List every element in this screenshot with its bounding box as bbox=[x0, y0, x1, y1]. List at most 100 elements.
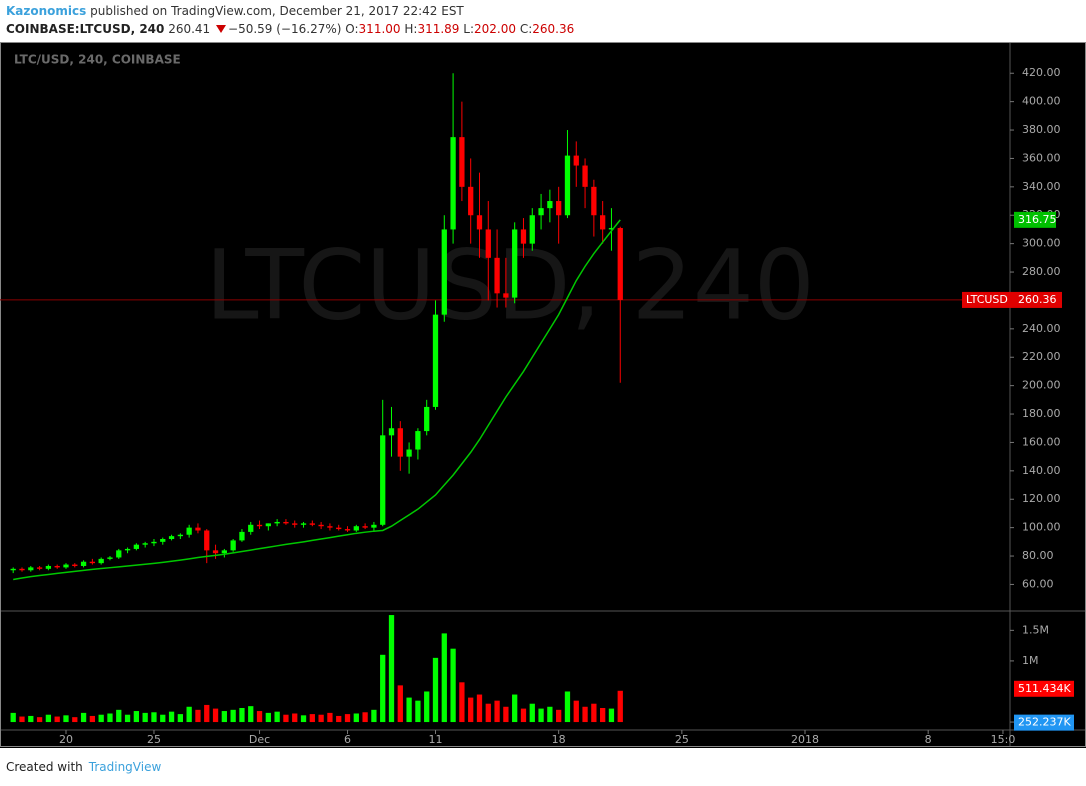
volume-bar bbox=[107, 713, 113, 723]
tradingview-link[interactable]: TradingView bbox=[88, 760, 162, 774]
candle-body bbox=[591, 186, 597, 216]
candle-body bbox=[36, 567, 43, 569]
x-tick-label: 20 bbox=[59, 733, 73, 746]
volume-bar bbox=[450, 648, 456, 723]
volume-bar bbox=[124, 714, 131, 723]
y-tick-label: 380.00 bbox=[1022, 123, 1061, 136]
y-tick-label: 200.00 bbox=[1022, 379, 1061, 392]
chart-title: LTC/USD, 240, COINBASE bbox=[14, 53, 181, 67]
symbol-label: LTCUSD bbox=[966, 293, 1008, 306]
volume-bar bbox=[98, 714, 104, 723]
volume-bar bbox=[388, 615, 395, 723]
last-price: 260.41 bbox=[168, 22, 211, 36]
ohlc-c: 260.36 bbox=[532, 22, 575, 36]
volume-bar bbox=[432, 657, 439, 723]
volume-bar bbox=[204, 704, 210, 723]
candle-body bbox=[371, 524, 377, 528]
volume-bar bbox=[274, 711, 280, 723]
candle-body bbox=[353, 526, 359, 531]
x-tick-label: 25 bbox=[147, 733, 161, 746]
volume-bar bbox=[309, 714, 315, 723]
candle-body bbox=[344, 529, 351, 531]
volume-bar bbox=[344, 714, 351, 723]
candle-body bbox=[212, 550, 219, 554]
candle-body bbox=[336, 527, 342, 530]
header-line-1: Kazonomics published on TradingView.com,… bbox=[6, 2, 574, 20]
x-tick-label: 18 bbox=[552, 733, 566, 746]
volume-bar bbox=[494, 700, 500, 723]
candle-body bbox=[151, 541, 157, 544]
candle-body bbox=[292, 523, 298, 525]
ohlc-o-label: O: bbox=[345, 22, 359, 36]
candle-body bbox=[300, 523, 307, 525]
ohlc-h: 311.89 bbox=[417, 22, 460, 36]
ohlc-h-label: H: bbox=[404, 22, 418, 36]
volume-bar bbox=[142, 712, 148, 723]
candle-body bbox=[512, 229, 518, 298]
candle-body bbox=[63, 564, 69, 568]
candle-body bbox=[459, 137, 465, 187]
y-tick-label: 280.00 bbox=[1022, 265, 1061, 278]
volume-bar bbox=[441, 633, 447, 723]
volume-value-label-box bbox=[1014, 680, 1074, 697]
x-tick-label: 6 bbox=[344, 733, 351, 746]
volume-bar bbox=[10, 712, 16, 723]
volume-bar bbox=[195, 709, 201, 723]
y-tick-label: 140.00 bbox=[1022, 464, 1061, 477]
volume-bar bbox=[292, 713, 298, 723]
candle-body bbox=[98, 558, 104, 564]
candle-body bbox=[89, 561, 96, 564]
candle-body bbox=[547, 201, 553, 209]
down-arrow bbox=[216, 25, 227, 33]
volume-bar bbox=[538, 708, 544, 723]
volume-bar bbox=[564, 691, 571, 723]
candle-body bbox=[432, 314, 439, 407]
volume-bar bbox=[617, 690, 623, 723]
candle-body bbox=[265, 523, 271, 527]
volume-bar bbox=[591, 703, 597, 723]
candle-body bbox=[617, 228, 623, 300]
volume-bar bbox=[529, 703, 535, 723]
footer: Created with TradingView bbox=[6, 760, 161, 774]
volume-bar bbox=[336, 715, 342, 723]
candle-body bbox=[309, 523, 315, 525]
volume-bar bbox=[239, 707, 245, 723]
volume-bar bbox=[468, 697, 474, 723]
volume-bar bbox=[212, 708, 219, 723]
volume-bar bbox=[133, 711, 140, 723]
candle-body bbox=[186, 527, 192, 535]
candle-body bbox=[160, 539, 166, 542]
candle-body bbox=[520, 229, 527, 244]
author[interactable]: Kazonomics bbox=[6, 4, 87, 18]
chart: LTCUSD, 240 LTC/USD, 240, COINBASE 60.00… bbox=[0, 42, 1086, 748]
volume-bar bbox=[116, 709, 122, 723]
y-tick-label: 120.00 bbox=[1022, 492, 1061, 505]
candle-body bbox=[564, 155, 571, 216]
candle-body bbox=[538, 208, 544, 216]
candle-body bbox=[28, 567, 34, 571]
candle-body bbox=[476, 215, 483, 230]
volume-bar bbox=[476, 694, 483, 723]
volume-bar bbox=[186, 706, 192, 723]
ohlc-l: 202.00 bbox=[474, 22, 517, 36]
candle-body bbox=[424, 406, 430, 432]
candle-body bbox=[195, 527, 201, 531]
candle-body bbox=[10, 568, 16, 571]
y-tick-label: 80.00 bbox=[1022, 549, 1054, 562]
last-price-label: 260.36 bbox=[1018, 293, 1057, 306]
volume-bar bbox=[160, 714, 166, 723]
volume-bar bbox=[503, 706, 509, 723]
candle-body bbox=[142, 543, 148, 545]
candle-body bbox=[406, 449, 412, 457]
volume-bar bbox=[28, 715, 34, 723]
volume-bar bbox=[424, 691, 430, 723]
candle-body bbox=[221, 550, 227, 554]
candle-body bbox=[283, 521, 289, 524]
x-tick-label: Dec bbox=[249, 733, 270, 746]
volume-bar bbox=[168, 711, 175, 723]
volume-bar bbox=[485, 703, 491, 723]
volume-tick-label: 1M bbox=[1022, 654, 1039, 667]
candle-body bbox=[168, 536, 175, 539]
watermark: LTCUSD, 240 bbox=[205, 229, 815, 341]
